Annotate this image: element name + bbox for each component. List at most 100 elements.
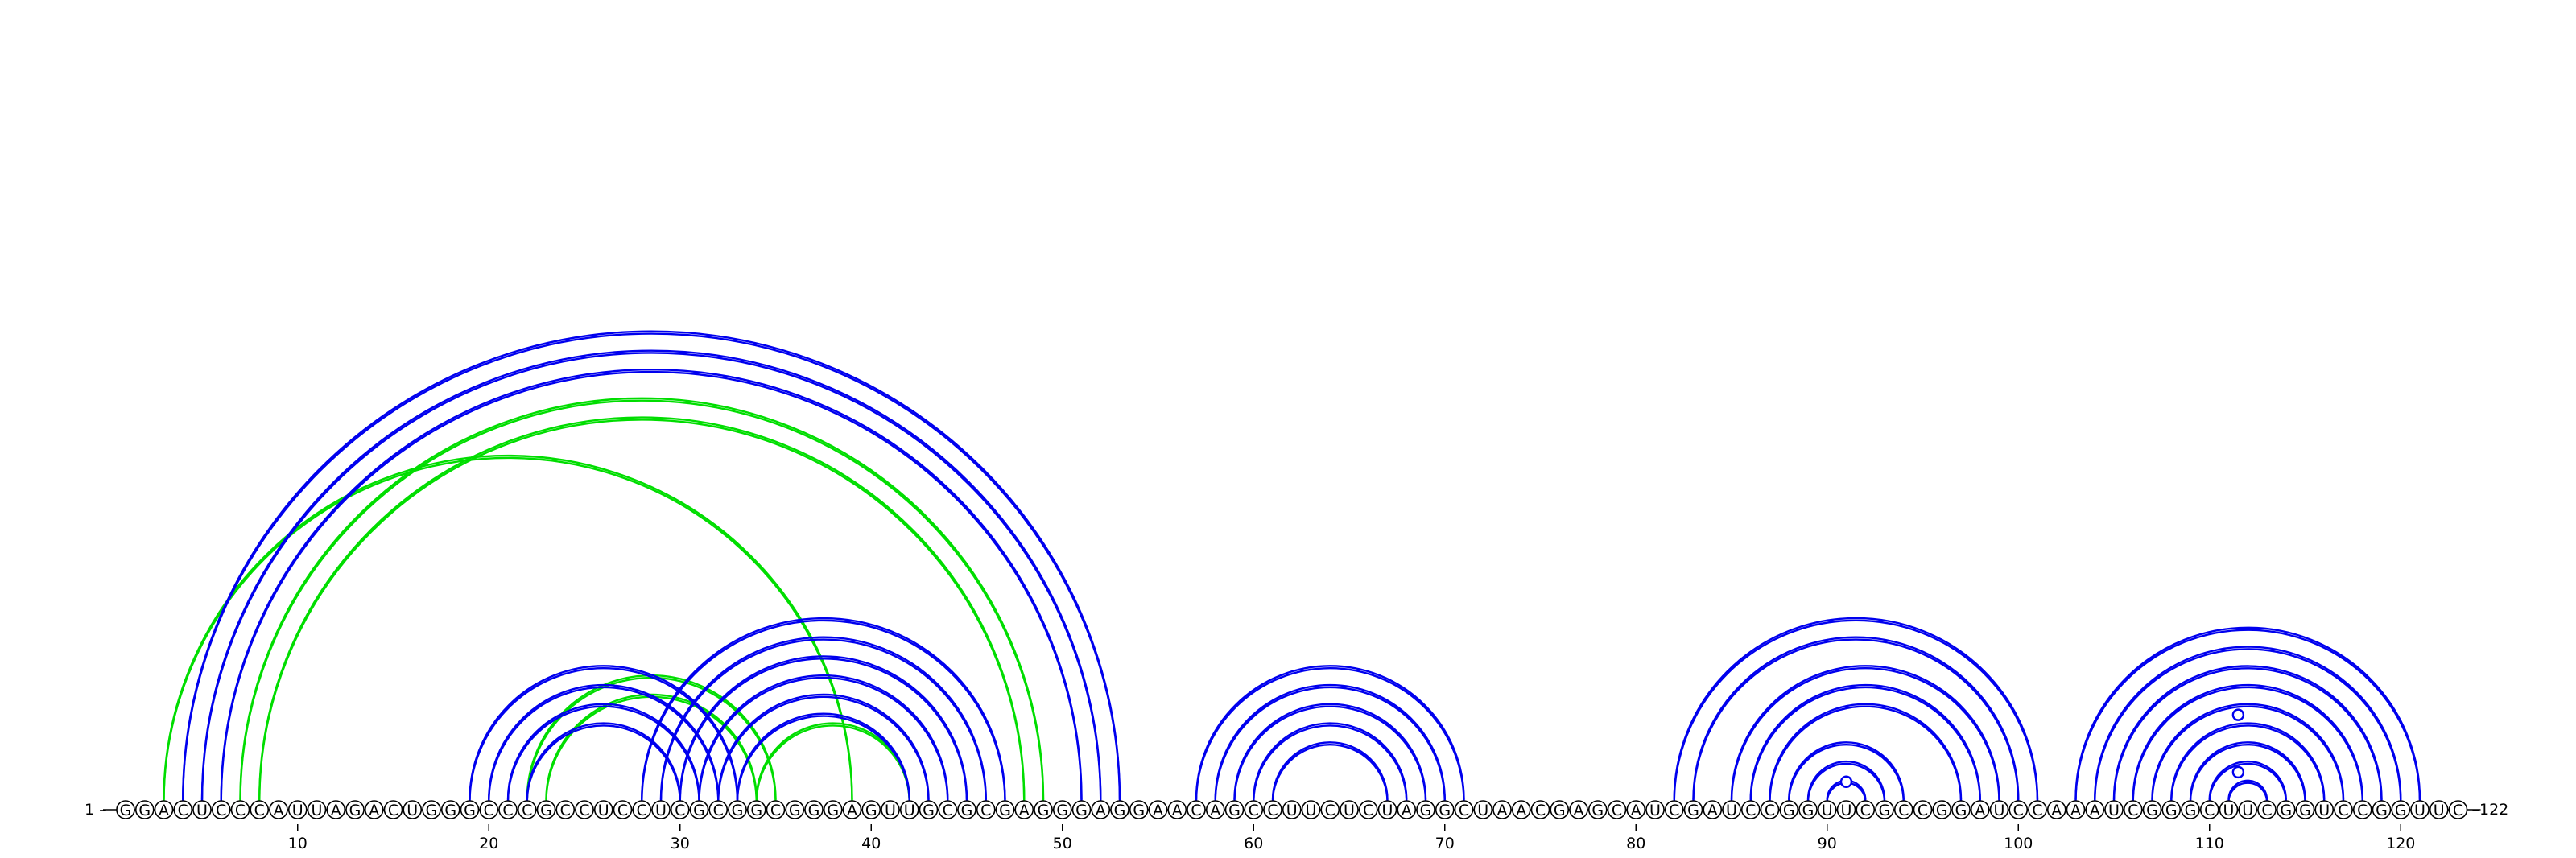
nucleotide-letter: A [2070, 802, 2081, 819]
nucleotide: G [1129, 800, 1149, 819]
nucleotide: C [2448, 800, 2468, 819]
nucleotide-circle [2046, 800, 2066, 819]
alternate-base-pair-arc [163, 454, 853, 800]
nucleotide: G [1683, 800, 1703, 819]
nucleotide-circle [1244, 800, 1264, 819]
nucleotide-circle [1167, 800, 1187, 819]
nucleotide: G [536, 800, 556, 819]
nucleotide-letter: G [1687, 802, 1699, 819]
base-pair-arc [2094, 646, 2402, 800]
nucleotide: G [785, 800, 805, 819]
base-pair-arc [1730, 667, 2000, 802]
base-pair-arc [2189, 743, 2306, 802]
nucleotide: C [938, 800, 958, 819]
nucleotide: U [1473, 800, 1493, 819]
nucleotide-circle [2142, 800, 2162, 819]
nucleotide: C [1320, 800, 1340, 819]
nucleotide-letter: A [1210, 802, 1220, 819]
nucleotide-circle [1224, 800, 1245, 819]
nucleotide-letter: U [1477, 802, 1488, 819]
nucleotide: G [1550, 800, 1570, 819]
base-pair-arc [1806, 762, 1886, 802]
nucleotide-circle [2161, 800, 2182, 819]
nucleotide-circle [517, 800, 537, 819]
nucleotide-letter: G [923, 802, 935, 819]
base-pair-arc [220, 369, 1083, 800]
nucleotide-circle [1301, 800, 1321, 819]
nucleotide-letter: G [1591, 802, 1604, 819]
nucleotide: U [1989, 800, 2009, 819]
base-pair-arc [1253, 722, 1408, 800]
nucleotide-letter: G [1936, 802, 1948, 819]
base-pair-arc [1749, 683, 1981, 800]
nucleotide: U [881, 800, 900, 819]
base-pair-arc [1769, 703, 1963, 800]
nucleotide: G [1798, 800, 1818, 819]
base-pair-arc [2112, 667, 2383, 802]
alternate-base-pair-arc [545, 695, 758, 802]
alternate-base-pair-arc [755, 724, 910, 802]
nucleotide: C [383, 800, 403, 819]
nucleotide-letter: G [2280, 802, 2292, 819]
axis-tick-label: 30 [671, 835, 690, 852]
base-pair-arc [1214, 683, 1446, 800]
nucleotide-letter: C [2013, 802, 2024, 819]
nucleotide-letter: A [1707, 802, 1718, 819]
nucleotide: U [1340, 800, 1359, 819]
nucleotide-letter: G [2395, 802, 2407, 819]
nucleotide-letter: G [789, 802, 801, 819]
nucleotide-circle [919, 800, 939, 819]
nucleotide-circle [2238, 800, 2258, 819]
nucleotide-letter: A [1497, 802, 1508, 819]
nucleotide-circle [1703, 800, 1723, 819]
nucleotide-circle [1110, 800, 1129, 819]
nucleotide-letter: U [2108, 802, 2120, 819]
nucleotide-circle [1014, 800, 1034, 819]
axis-tick-label: 70 [1435, 835, 1455, 852]
nucleotide-letter: A [1516, 802, 1526, 819]
nucleotide-circle [383, 800, 403, 819]
nucleotide-letter: C [637, 802, 647, 819]
base-pair-arc [469, 665, 739, 800]
nucleotide: C [976, 800, 996, 819]
nucleotide-letter: A [274, 802, 284, 819]
nucleotide: C [766, 800, 786, 819]
nucleotide: A [1703, 800, 1723, 819]
nucleotide-letter: G [827, 802, 839, 819]
base-pair-arc [1788, 743, 1905, 802]
nucleotide-letter: C [2204, 802, 2215, 819]
nucleotide-circle [2085, 800, 2105, 819]
nucleotide: C [2008, 800, 2029, 819]
nucleotide: A [1014, 800, 1034, 819]
base-pair-arc [698, 674, 949, 800]
base-pair-arc [2189, 741, 2306, 800]
nucleotide: C [2257, 800, 2277, 819]
nucleotide-circle [2028, 800, 2047, 819]
nucleotide-circle [1377, 800, 1397, 819]
nucleotide-letter: C [235, 802, 246, 819]
nucleotide-letter: C [1459, 802, 1469, 819]
nucleotide: C [1454, 800, 1474, 819]
base-pair-arc [1271, 741, 1389, 800]
nucleotide-letter: U [1726, 802, 1737, 819]
nucleotide: G [422, 800, 441, 819]
nucleotide-circle [575, 800, 594, 819]
nucleotide-circle [1913, 800, 1933, 819]
nucleotide-circle [440, 800, 460, 819]
base-pair-arc [679, 655, 968, 800]
nucleotide-circle [1148, 800, 1168, 819]
nucleotide: A [842, 800, 862, 819]
nucleotide: C [2123, 800, 2143, 819]
nucleotide-letter: G [808, 802, 820, 819]
nucleotide-letter: C [1918, 802, 1928, 819]
nucleotide-circle [995, 800, 1015, 819]
nucleotide: C [2028, 800, 2047, 819]
base-pair-arc [1673, 617, 2039, 800]
nucleotide: U [593, 800, 613, 819]
nucleotide-letter: G [349, 802, 361, 819]
nucleotide-circle [708, 800, 729, 819]
nucleotide: A [1397, 800, 1417, 819]
nucleotide-letter: C [1363, 802, 1373, 819]
nucleotide: C [1664, 800, 1684, 819]
